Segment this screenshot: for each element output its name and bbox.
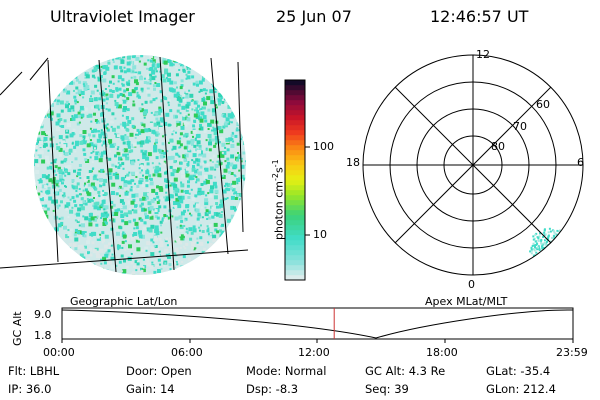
- info-glon: GLon: 212.4: [486, 382, 556, 396]
- mlt-label-0: 0: [468, 278, 475, 291]
- info-door: Door: Open: [126, 364, 192, 378]
- timeline-left-title: Geographic Lat/Lon: [70, 295, 178, 308]
- polar-plot: [362, 54, 584, 276]
- timeline-tick-0000: 00:00: [43, 346, 75, 359]
- info-gain: Gain: 14: [126, 382, 175, 396]
- lat-label-80: 80: [491, 140, 505, 153]
- date-label: 25 Jun 07: [276, 7, 352, 26]
- info-gcalt: GC Alt: 4.3 Re: [365, 364, 446, 378]
- colorbar-tick-100: 100: [313, 140, 334, 153]
- color-bar: [284, 79, 310, 281]
- mlt-label-6: 6: [577, 156, 584, 169]
- info-mode: Mode: Normal: [246, 364, 327, 378]
- timeline-right-title: Apex MLat/MLT: [425, 295, 508, 308]
- uv-image-disk: [0, 55, 249, 275]
- timeline-ylabel: GC Alt: [11, 311, 24, 346]
- lat-label-60: 60: [536, 98, 550, 111]
- mlt-label-18: 18: [346, 156, 360, 169]
- mlt-label-12: 12: [476, 48, 490, 61]
- colorbar-unit-label: photon cm-2s-1: [271, 159, 286, 240]
- timeline-tick-1200: 12:00: [298, 346, 330, 359]
- timeline-plot: [61, 307, 574, 343]
- info-flt: Flt: LBHL: [8, 364, 60, 378]
- instrument-title: Ultraviolet Imager: [50, 7, 195, 26]
- info-glat: GLat: -35.4: [486, 364, 551, 378]
- timeline-tick-1800: 18:00: [426, 346, 458, 359]
- info-seq: Seq: 39: [365, 382, 409, 396]
- timeline-y-top: 9.0: [34, 308, 52, 321]
- colorbar-tick-10: 10: [313, 228, 327, 241]
- info-dsp: Dsp: -8.3: [246, 382, 299, 396]
- time-label: 12:46:57 UT: [430, 7, 529, 26]
- geographic-grid: [0, 56, 249, 273]
- timeline-tick-0600: 06:00: [171, 346, 203, 359]
- timeline-tick-2359: 23:59: [556, 346, 588, 359]
- timeline-y-bottom: 1.8: [34, 329, 52, 342]
- lat-label-70: 70: [513, 120, 527, 133]
- info-ip: IP: 36.0: [8, 382, 52, 396]
